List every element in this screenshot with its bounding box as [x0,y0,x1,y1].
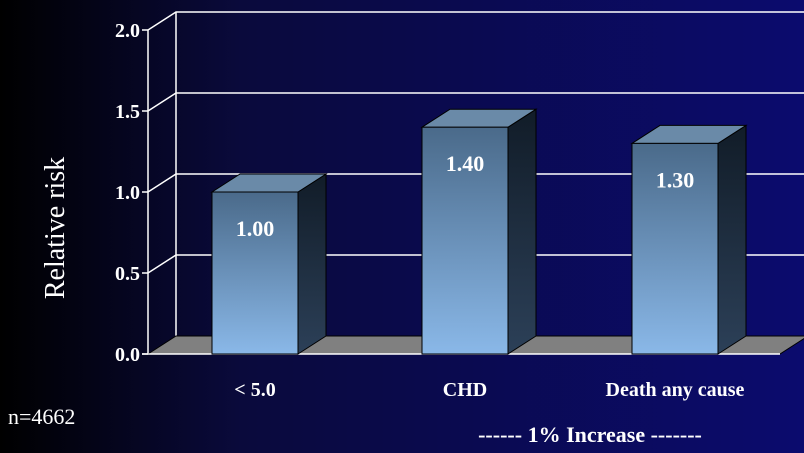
y-tick-label: 2.0 [115,20,140,42]
data-label: 1.00 [236,216,275,241]
data-label: 1.40 [446,151,485,176]
labels-layer: 0.0 0.5 1.0 1.5 2.0 1.00 < 5.0 1.40 CHD 1.30 Death… [115,20,745,401]
y-tick-label: 1.5 [115,101,140,123]
bar-side [717,124,747,355]
y-tick-label: 0.5 [115,263,140,285]
x-axis-label: ------ 1% Increase ------- [478,422,702,447]
gridline [147,173,804,193]
x-category-label: < 5.0 [234,379,275,401]
bar [211,191,299,355]
data-label: 1.30 [656,167,695,192]
bar-side [507,108,537,355]
y-tick-label: 0.0 [115,344,140,366]
y-axis-label: Relative risk [40,157,71,299]
bar [631,142,719,355]
y-tick-label: 1.0 [115,182,140,204]
x-category-label: CHD [443,379,487,401]
gridline [147,11,804,31]
bars-layer [210,108,748,355]
sample-size-note: n=4662 [8,404,75,429]
bar-side [297,173,327,355]
grid-layer [142,11,804,355]
gridline [147,92,804,112]
bar [421,126,509,355]
x-category-label: Death any cause [606,379,745,401]
gridline [147,254,804,274]
